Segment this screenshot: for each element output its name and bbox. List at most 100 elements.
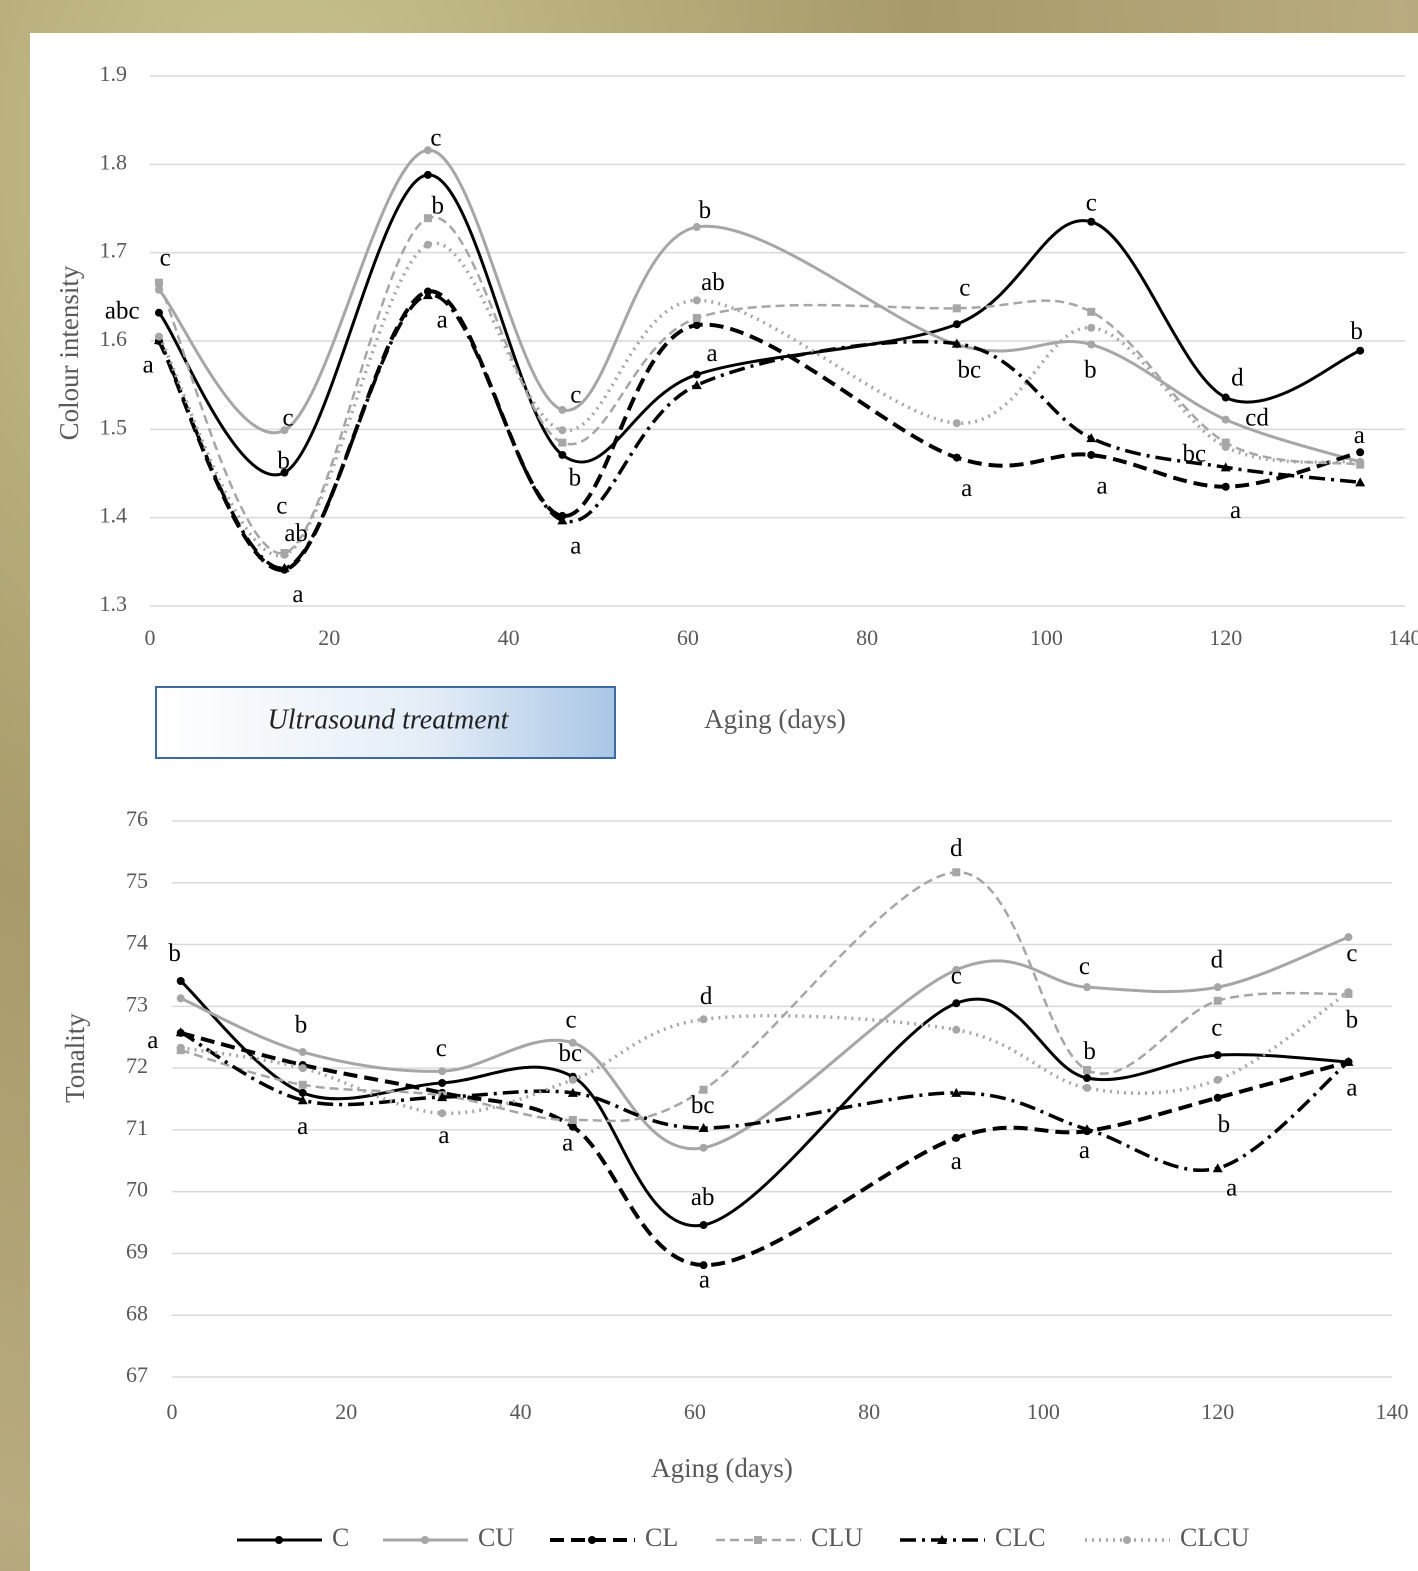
significance-letter: a [570, 532, 581, 559]
data-point [1087, 324, 1095, 332]
y-tick-label: 69 [126, 1238, 148, 1263]
x-tick-label: 40 [498, 625, 520, 650]
y-axis-title: Colour intensity [54, 265, 84, 440]
x-tick-label: 40 [510, 1399, 532, 1424]
y-tick-label: 1.8 [100, 149, 128, 174]
data-point [1356, 458, 1364, 466]
data-point [953, 304, 961, 312]
x-tick-label: 80 [858, 1399, 880, 1424]
data-point [1083, 1074, 1091, 1082]
y-tick-label: 72 [126, 1053, 148, 1078]
data-point [1214, 983, 1222, 991]
y-tick-label: 68 [126, 1300, 148, 1325]
data-point [1214, 1076, 1222, 1084]
data-point [1222, 394, 1230, 402]
y-tick-label: 1.6 [100, 326, 128, 351]
data-point [299, 1064, 307, 1072]
significance-letter: a [1354, 422, 1365, 449]
significance-letter: d [1211, 947, 1224, 974]
y-tick-label: 76 [126, 806, 148, 831]
x-tick-label: 20 [318, 625, 340, 650]
data-point [1087, 218, 1095, 226]
legend-label: CLU [811, 1523, 863, 1552]
data-point [424, 241, 432, 249]
legend-marker [275, 1536, 283, 1544]
data-point [438, 1079, 446, 1087]
data-point [1214, 1094, 1222, 1102]
data-point [1083, 983, 1091, 991]
data-point [155, 333, 163, 341]
data-point [558, 406, 566, 414]
y-tick-label: 1.5 [100, 414, 128, 439]
significance-letter: c [1086, 190, 1097, 217]
y-tick-label: 67 [126, 1362, 148, 1387]
data-point [693, 296, 701, 304]
significance-letter: c [282, 404, 293, 431]
significance-letter: a [143, 351, 154, 378]
data-point [1222, 483, 1230, 491]
data-point [693, 314, 701, 322]
legend-label: CLC [995, 1523, 1046, 1552]
data-point [953, 419, 961, 427]
data-point [952, 999, 960, 1007]
legend-label: CL [645, 1523, 678, 1552]
data-point [700, 1221, 708, 1229]
legend-marker [754, 1536, 762, 1544]
significance-letter: b [432, 192, 445, 219]
data-point [1087, 341, 1095, 349]
y-tick-label: 1.7 [100, 238, 128, 263]
significance-letter: a [147, 1027, 158, 1054]
x-tick-label: 20 [335, 1399, 357, 1424]
data-point [299, 1081, 307, 1089]
significance-letter: b [699, 197, 712, 224]
significance-letter: c [959, 275, 970, 302]
significance-letter: a [438, 1122, 449, 1149]
significance-letter: a [707, 340, 718, 367]
data-point [1087, 308, 1095, 316]
data-point [558, 426, 566, 434]
legend-label: C [332, 1523, 349, 1552]
significance-letter: c [436, 1035, 447, 1062]
data-point [1356, 347, 1364, 355]
data-point [280, 551, 288, 559]
significance-letter: b [1084, 357, 1097, 384]
significance-letter: a [1230, 497, 1241, 524]
data-point [155, 309, 163, 317]
data-point [1087, 451, 1095, 459]
data-point [299, 1048, 307, 1056]
significance-letter: b [569, 464, 582, 491]
page: Ultrasound treatment 1.31.41.51.61.71.81… [0, 0, 1418, 1571]
significance-letter: c [566, 1007, 577, 1034]
chart: Ultrasound treatment 1.31.41.51.61.71.81… [0, 0, 1418, 1571]
significance-letter: b [1083, 1038, 1096, 1065]
x-tick-label: 60 [684, 1399, 706, 1424]
significance-letter: bc [558, 1040, 582, 1067]
significance-letter: c [1079, 953, 1090, 980]
x-axis-title: Aging (days) [704, 704, 846, 734]
significance-letter: bc [1183, 441, 1207, 468]
data-point [558, 451, 566, 459]
x-tick-label: 0 [167, 1399, 178, 1424]
data-point [569, 1116, 577, 1124]
data-point [1214, 997, 1222, 1005]
data-point [693, 223, 701, 231]
significance-letter: b [1218, 1111, 1231, 1138]
significance-letter: bc [958, 357, 982, 384]
significance-letter: a [437, 306, 448, 333]
legend-marker [588, 1536, 596, 1544]
significance-letter: bc [691, 1092, 715, 1119]
significance-letter: ab [701, 269, 725, 296]
data-point [1222, 443, 1230, 451]
data-point [1344, 988, 1352, 996]
y-tick-label: 73 [126, 991, 148, 1016]
x-tick-label: 80 [856, 625, 878, 650]
data-point [700, 1144, 708, 1152]
data-point [952, 1026, 960, 1034]
x-tick-label: 140 [1376, 1399, 1409, 1424]
data-point [1222, 416, 1230, 424]
significance-letter: a [1226, 1175, 1237, 1202]
significance-letter: b [168, 940, 181, 967]
y-tick-label: 1.4 [100, 503, 128, 528]
significance-letter: a [951, 1148, 962, 1175]
y-tick-label: 75 [126, 868, 148, 893]
